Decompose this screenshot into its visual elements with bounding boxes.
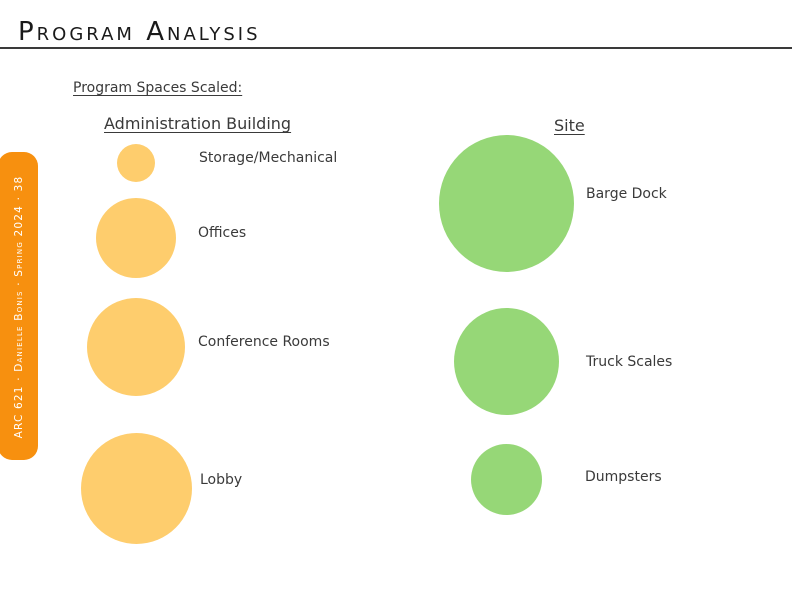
storage-mechanical-circle (117, 144, 155, 182)
administration-heading: Administration Building (104, 114, 292, 133)
side-tab (0, 152, 38, 460)
dumpsters-circle (471, 444, 542, 515)
page-title: Program Analysis (18, 17, 261, 47)
lobby-label: Lobby (200, 472, 243, 488)
truck-scales-label: Truck Scales (586, 354, 673, 370)
offices-label: Offices (198, 225, 247, 241)
storage-mechanical-label: Storage/Mechanical (199, 150, 338, 166)
conference-rooms-label: Conference Rooms (198, 334, 330, 350)
truck-scales-circle (454, 308, 559, 415)
side-tab-text: ARC 621 · Danielle Bonis · Spring 2024 ·… (13, 175, 25, 439)
conference-rooms-circle (87, 298, 185, 396)
section-subtitle: Program Spaces Scaled: (73, 80, 243, 96)
dumpsters-label: Dumpsters (585, 469, 662, 485)
barge-dock-circle (439, 135, 574, 272)
site-heading: Site (554, 116, 585, 135)
barge-dock-label: Barge Dock (586, 186, 667, 202)
title-divider (0, 47, 792, 49)
offices-circle (96, 198, 176, 278)
lobby-circle (81, 433, 192, 544)
